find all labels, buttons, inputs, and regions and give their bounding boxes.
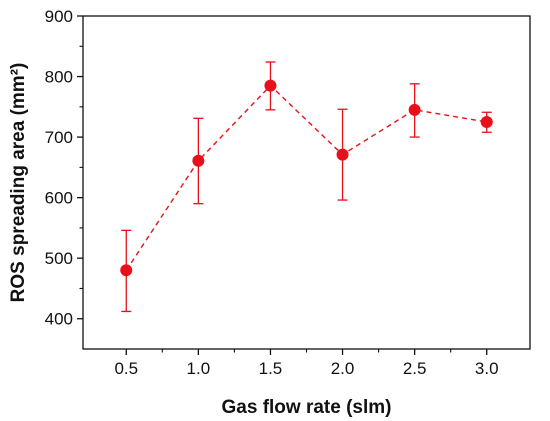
y-axis-title: ROS spreading area (mm²) [8, 63, 29, 303]
plot-border [82, 15, 531, 350]
x-axis-ticks: 0.5 1.0 1.5 2.0 2.5 3.0 [114, 349, 499, 378]
x-tick-label: 3.0 [475, 359, 499, 378]
x-tick-label: 2.5 [403, 359, 427, 378]
plot-frame [82, 15, 531, 350]
data-point [480, 115, 493, 128]
data-point [192, 154, 205, 167]
data-point [120, 264, 133, 277]
series-line [125, 84, 487, 271]
x-axis-title: Gas flow rate (slm) [222, 397, 392, 418]
data-point [408, 103, 421, 116]
y-axis-ticks: 400 500 600 700 800 900 [45, 7, 83, 329]
data-point [264, 79, 277, 92]
y-tick-label: 800 [45, 68, 73, 87]
y-tick-label: 400 [45, 310, 73, 329]
x-tick-label: 0.5 [114, 359, 138, 378]
y-tick-label: 600 [45, 189, 73, 208]
x-tick-label: 2.0 [331, 359, 355, 378]
y-tick-label: 500 [45, 249, 73, 268]
series-layer [120, 61, 493, 313]
x-tick-label: 1.5 [259, 359, 283, 378]
y-tick-label: 900 [45, 7, 73, 26]
y-tick-label: 700 [45, 128, 73, 147]
data-point [336, 148, 349, 161]
x-tick-label: 1.0 [187, 359, 211, 378]
